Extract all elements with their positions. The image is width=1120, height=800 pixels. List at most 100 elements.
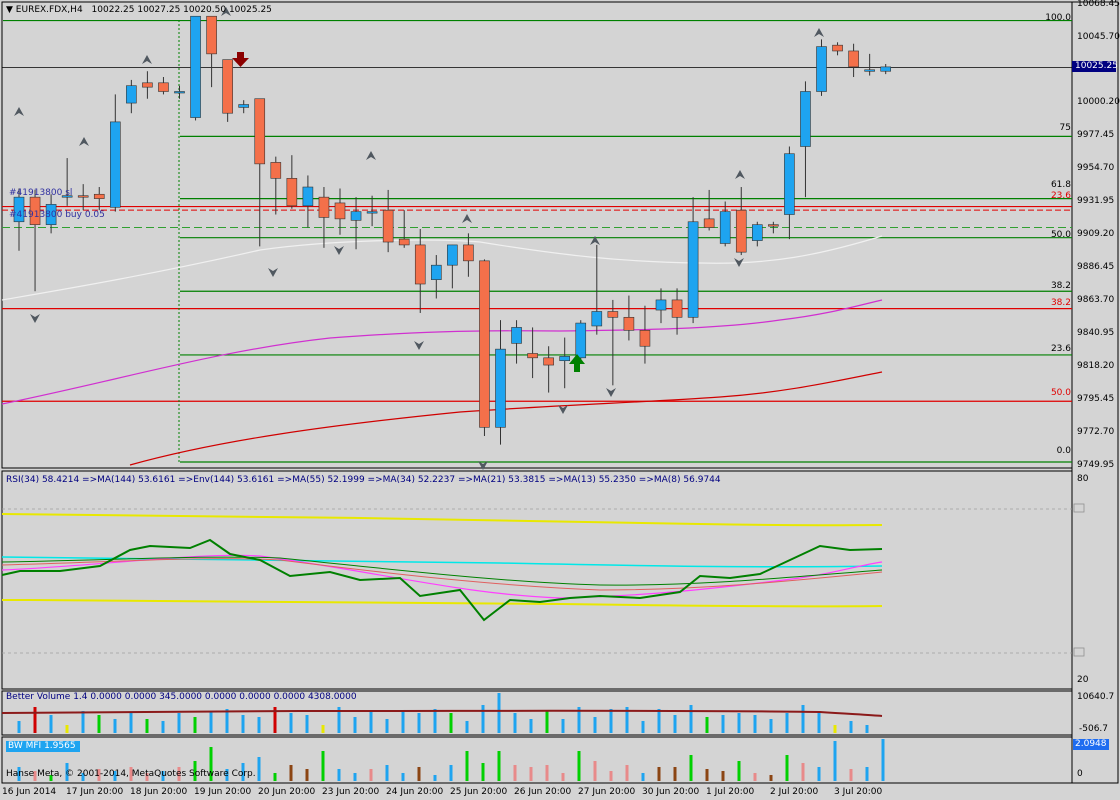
volume-bar — [849, 721, 853, 733]
fib-label: 50.0 — [1050, 230, 1071, 240]
volume-bar — [737, 713, 741, 733]
volume-bar — [801, 705, 805, 733]
bullish-candle — [366, 211, 378, 214]
ma-magenta-line — [1, 299, 883, 405]
fractal-down-icon — [268, 268, 278, 277]
price-axis-label: 10045.70 — [1077, 32, 1120, 42]
mfi-axis-bottom: 0 — [1077, 769, 1083, 779]
fractal-up-icon — [142, 55, 152, 64]
volume-bar — [449, 713, 453, 733]
volume-bar — [273, 707, 277, 733]
mfi-bar — [705, 769, 709, 781]
bullish-candle — [575, 322, 587, 359]
volume-bar — [625, 707, 629, 733]
bearish-candle — [671, 299, 683, 318]
mfi-bar — [353, 773, 357, 781]
bullish-candle — [719, 211, 731, 244]
volume-bar — [481, 705, 485, 733]
volume-bar — [177, 713, 181, 733]
mfi-bar — [241, 763, 245, 781]
volume-bar — [529, 719, 533, 733]
time-axis-label: 24 Jun 20:00 — [386, 787, 444, 797]
bearish-candle — [414, 244, 426, 285]
bullish-candle — [784, 153, 795, 215]
volume-bar — [705, 717, 709, 733]
fractal-down-icon — [334, 246, 344, 255]
buy-arrow-icon — [569, 354, 585, 372]
volume-bar — [321, 725, 325, 733]
mfi-bar — [273, 773, 277, 781]
fractal-up-icon — [462, 214, 472, 223]
bearish-candle — [158, 82, 169, 92]
fib-label: 50.0 — [1050, 388, 1071, 398]
bullish-candle — [816, 46, 827, 92]
bullish-candle — [61, 195, 73, 198]
volume-bar — [513, 713, 517, 733]
mfi-bar — [81, 773, 85, 781]
mfi-bar — [801, 763, 805, 781]
volume-bar — [337, 707, 341, 733]
price-axis-label: 9954.70 — [1077, 163, 1115, 173]
mfi-bar — [833, 741, 837, 781]
volume-bar — [353, 717, 357, 733]
fib-label: 75 — [1059, 123, 1071, 133]
fractal-down-icon — [606, 388, 616, 397]
fib-label: 0.0 — [1056, 446, 1071, 456]
mfi-bar — [209, 747, 213, 781]
bullish-candle — [655, 299, 667, 311]
mfi-bar — [577, 751, 581, 781]
price-axis-label: 9818.20 — [1077, 361, 1115, 371]
bearish-candle — [206, 15, 217, 55]
time-axis-label: 17 Jun 20:00 — [66, 787, 124, 797]
rsi-ma-red — [1, 558, 883, 591]
bullish-candle — [238, 104, 249, 108]
price-axis-label: 9840.95 — [1077, 328, 1115, 338]
bearish-candle — [222, 59, 233, 114]
price-axis-label: 9977.45 — [1077, 130, 1115, 140]
mfi-bar — [17, 767, 21, 781]
mfi-bar — [145, 773, 149, 781]
bullish-candle — [190, 15, 201, 118]
volume-bar — [769, 719, 773, 733]
bearish-candle — [29, 196, 41, 225]
time-axis-label: 16 Jun 2014 — [2, 787, 57, 797]
chart-header: ▼ EUREX.FDX,H4 10022.25 10027.25 10020.5… — [6, 5, 272, 16]
mfi-bar — [609, 771, 613, 781]
chart-menu-icon[interactable]: ▼ — [6, 5, 13, 15]
rsi-title: RSI(34) 58.4214 =>MA(144) 53.6161 =>Env(… — [6, 475, 721, 485]
fib-label: 38.2 — [1050, 298, 1071, 308]
volume-bar — [561, 719, 565, 733]
volume-bar — [465, 721, 469, 733]
bearish-candle — [479, 260, 490, 428]
volume-bar — [129, 713, 133, 733]
volume-bar — [785, 713, 789, 733]
fib-label: 38.2 — [1050, 281, 1071, 291]
time-axis-label: 30 Jun 20:00 — [642, 787, 700, 797]
volume-bar — [433, 709, 437, 733]
mfi-bar — [113, 771, 117, 781]
volume-bar — [593, 717, 597, 733]
fractal-up-icon — [79, 137, 89, 146]
mfi-bar — [49, 775, 53, 781]
volume-bar — [865, 725, 869, 733]
rsi-line — [1, 538, 883, 622]
fib-label: 61.8 — [1050, 180, 1071, 190]
ma-red-line — [129, 371, 883, 466]
fractal-up-icon — [590, 236, 600, 245]
volume-bar — [721, 715, 725, 733]
bearish-candle — [832, 44, 843, 52]
time-axis-label: 23 Jun 20:00 — [322, 787, 380, 797]
fractal-down-icon — [478, 461, 488, 470]
volume-bar — [241, 715, 245, 733]
time-axis-label: 25 Jun 20:00 — [450, 787, 508, 797]
mfi-bar — [721, 771, 725, 781]
bullish-candle — [511, 327, 522, 344]
axis-marker — [1073, 647, 1085, 657]
volume-bar — [193, 717, 197, 733]
volume-bar — [17, 721, 21, 733]
volume-bar — [369, 711, 373, 733]
volume-bar — [753, 715, 757, 733]
bullish-candle — [126, 85, 137, 104]
mfi-bar — [321, 751, 325, 781]
